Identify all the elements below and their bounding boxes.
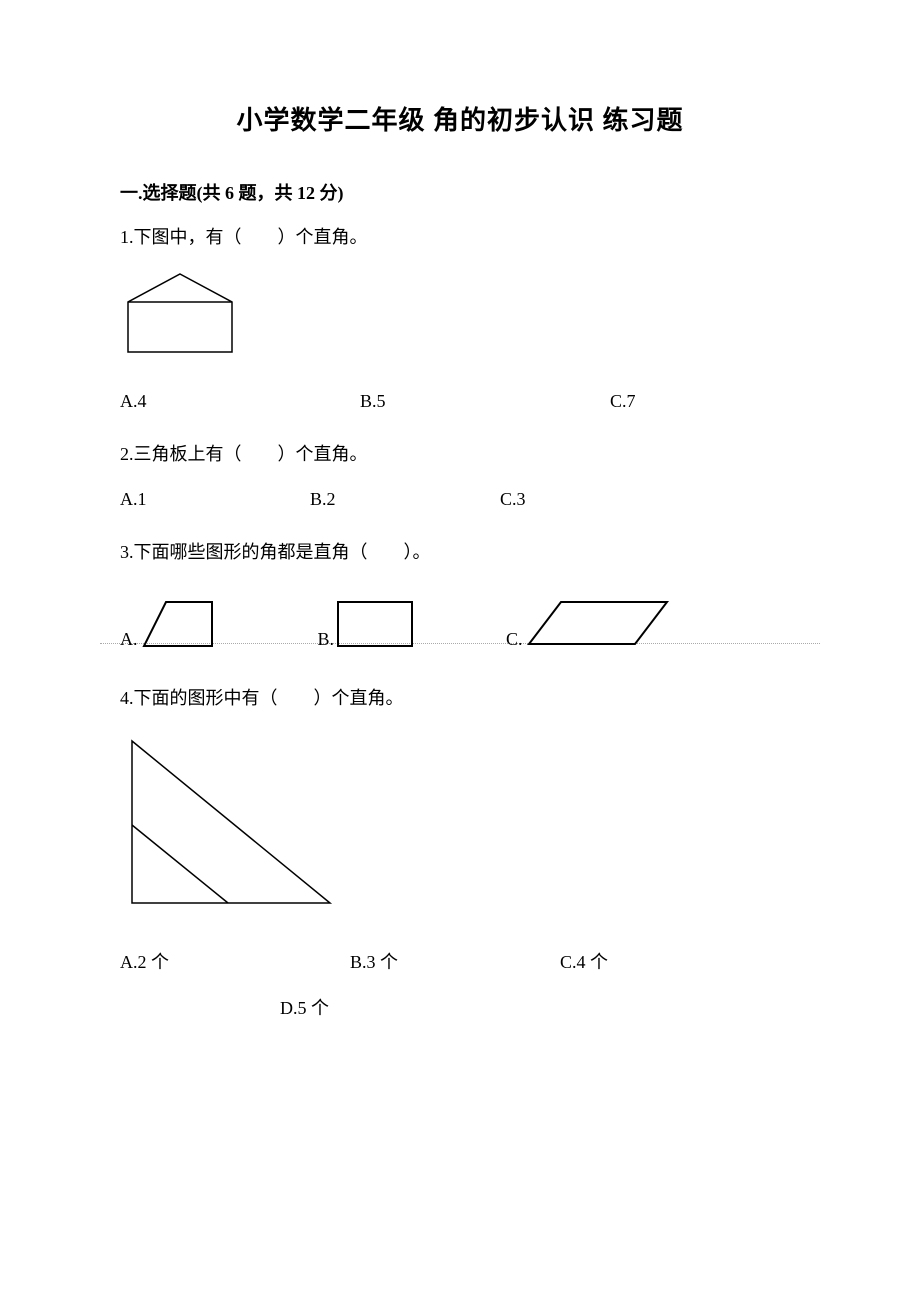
- q3-option-c: C.: [506, 596, 673, 650]
- q1-figure: [120, 272, 800, 361]
- house-shape-icon: [120, 272, 240, 356]
- q2-option-b: B.2: [310, 489, 490, 510]
- rectangle-icon: [334, 598, 416, 650]
- q2-option-c: C.3: [500, 489, 526, 510]
- q4-option-d: D.5 个: [280, 994, 800, 1020]
- q3-opt-a-label: A.: [120, 629, 138, 650]
- q2-option-a: A.1: [120, 489, 300, 510]
- q3-options: A. B. C.: [120, 596, 800, 650]
- q1-option-b: B.5: [360, 391, 600, 412]
- q1-text: 1.下图中，有（ ）个直角。: [120, 223, 800, 252]
- q4-figure: [120, 733, 800, 918]
- q2-text: 2.三角板上有（ ）个直角。: [120, 440, 800, 469]
- rhombus-icon: [523, 596, 673, 650]
- right-triangle-icon: [120, 733, 340, 913]
- q4-option-b: B.3 个: [350, 948, 550, 974]
- q3-opt-b-label: B.: [318, 629, 335, 650]
- q4-options-row1: A.2 个 B.3 个 C.4 个: [120, 948, 800, 974]
- q3-text: 3.下面哪些图形的角都是直角（ ）。: [120, 538, 800, 567]
- q1-options: A.4 B.5 C.7: [120, 391, 800, 412]
- page-title: 小学数学二年级 角的初步认识 练习题: [120, 100, 800, 137]
- q3-option-b: B.: [318, 598, 417, 650]
- q4-option-a: A.2 个: [120, 948, 340, 974]
- q3-opt-c-label: C.: [506, 629, 523, 650]
- q1-option-a: A.4: [120, 391, 350, 412]
- trapezoid-icon: [138, 598, 218, 650]
- q4-text: 4.下面的图形中有（ ）个直角。: [120, 684, 800, 713]
- q2-options: A.1 B.2 C.3: [120, 489, 800, 510]
- section-header: 一.选择题(共 6 题，共 12 分): [120, 179, 800, 205]
- q3-option-a: A.: [120, 598, 218, 650]
- q1-option-c: C.7: [610, 391, 636, 412]
- q4-option-c: C.4 个: [560, 948, 608, 974]
